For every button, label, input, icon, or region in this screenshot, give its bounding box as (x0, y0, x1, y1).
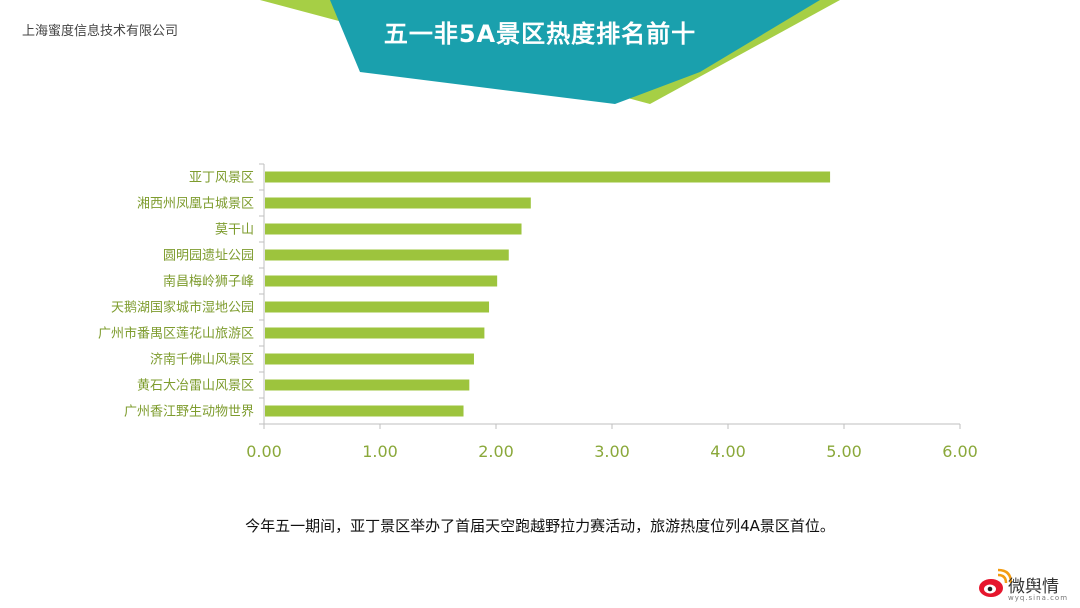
banner-teal-tip (360, 72, 700, 104)
x-tick-label: 0.00 (246, 442, 282, 461)
category-label: 黄石大冶雷山风景区 (137, 379, 254, 394)
page-title: 五一非5A景区热度排名前十 (383, 20, 697, 48)
company-name: 上海蜜度信息技术有限公司 (22, 24, 179, 39)
banner-teal-shape (330, 0, 820, 72)
bar-7 (265, 353, 474, 365)
category-label: 南昌梅岭狮子峰 (163, 274, 254, 290)
x-tick-label: 1.00 (362, 442, 398, 461)
x-tick-label: 6.00 (942, 442, 978, 461)
bar-3 (265, 249, 509, 261)
category-label: 天鹅湖国家城市湿地公园 (111, 300, 254, 316)
chart-caption: 今年五一期间，亚丁景区举办了首届天空跑越野拉力赛活动，旅游热度位列4A景区首位。 (245, 517, 835, 535)
category-label: 济南千佛山风景区 (150, 352, 254, 368)
bar-0 (265, 171, 831, 183)
category-label: 亚丁风景区 (189, 171, 254, 186)
weibo-eye-icon (979, 568, 1013, 597)
x-tick-label: 4.00 (710, 442, 746, 461)
bar-1 (265, 197, 531, 209)
title-banner (260, 0, 840, 104)
logo-subtext: wyq.sina.com (1008, 594, 1069, 602)
category-label: 广州市番禺区莲花山旅游区 (98, 326, 254, 342)
category-label: 圆明园遗址公园 (163, 249, 254, 264)
logo-text: 微舆情 (1008, 577, 1059, 597)
bar-4 (265, 275, 498, 287)
bar-5 (265, 301, 490, 313)
x-tick-label: 5.00 (826, 442, 862, 461)
category-label: 湘西州凤凰古城景区 (137, 197, 254, 212)
category-label: 广州香江野生动物世界 (124, 405, 254, 420)
category-label: 莫干山 (215, 223, 254, 238)
bar-8 (265, 379, 470, 391)
bar-6 (265, 327, 485, 339)
x-tick-label: 2.00 (478, 442, 514, 461)
x-tick-label: 3.00 (594, 442, 630, 461)
bar-9 (265, 405, 464, 417)
bar-2 (265, 223, 522, 235)
